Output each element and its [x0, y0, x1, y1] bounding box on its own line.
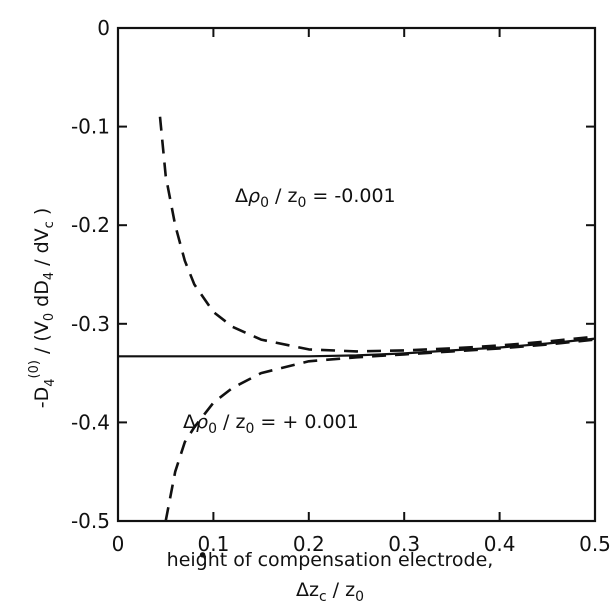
- x-axis-label-line2: Δzc / z0: [296, 579, 364, 605]
- stray-mark: •: [197, 545, 208, 567]
- minus-value: -0.001: [334, 185, 395, 207]
- ticks: 0 0.1 0.2 0.3 0.4 0.5 0 -0.1 -0.2 -0.3 -0.4 -0.5: [71, 16, 610, 556]
- x-tick-label: 0.5: [579, 532, 610, 556]
- y-tick-label: -0.1: [71, 115, 110, 139]
- x-tick-label: 0.2: [293, 532, 325, 556]
- y-tick-label: -0.5: [71, 509, 110, 533]
- y-axis-label: -D4(0) / (V0 dD4 / dVc ): [27, 208, 58, 409]
- series-label-minus: Δρ0 / z0 = -0.001: [235, 185, 396, 211]
- y-tick-label: -0.4: [71, 410, 110, 434]
- x-tick-label: 0.1: [197, 532, 229, 556]
- x-tick-label: 0: [112, 532, 125, 556]
- x-tick-label: 0.3: [388, 532, 420, 556]
- x-axis-label-line1: height of compensation electrode,: [167, 549, 494, 571]
- series-layer: [118, 116, 596, 522]
- series-label-plus: Δρ0 / z0 = + 0.001: [183, 411, 359, 437]
- y-tick-label: -0.3: [71, 312, 110, 336]
- series-line-dashed-minus: [158, 116, 596, 353]
- plot-frame: [116, 26, 597, 523]
- plot-border: [116, 26, 597, 523]
- y-tick-label: 0: [97, 16, 110, 40]
- series-line-dashed-plus: [164, 338, 596, 522]
- plus-value: + 0.001: [282, 411, 358, 433]
- x-tick-label: 0.4: [484, 532, 516, 556]
- y-tick-label: -0.2: [71, 213, 110, 237]
